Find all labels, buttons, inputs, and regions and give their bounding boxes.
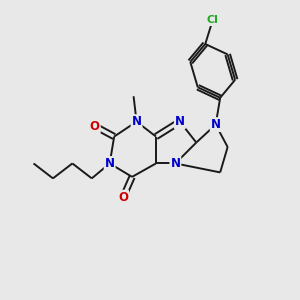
Text: O: O (90, 120, 100, 133)
Text: N: N (175, 115, 185, 128)
Text: N: N (211, 118, 221, 131)
Text: N: N (132, 115, 142, 128)
Text: N: N (170, 157, 180, 170)
Text: O: O (118, 191, 128, 204)
Text: Cl: Cl (207, 15, 219, 25)
Text: N: N (105, 157, 115, 170)
